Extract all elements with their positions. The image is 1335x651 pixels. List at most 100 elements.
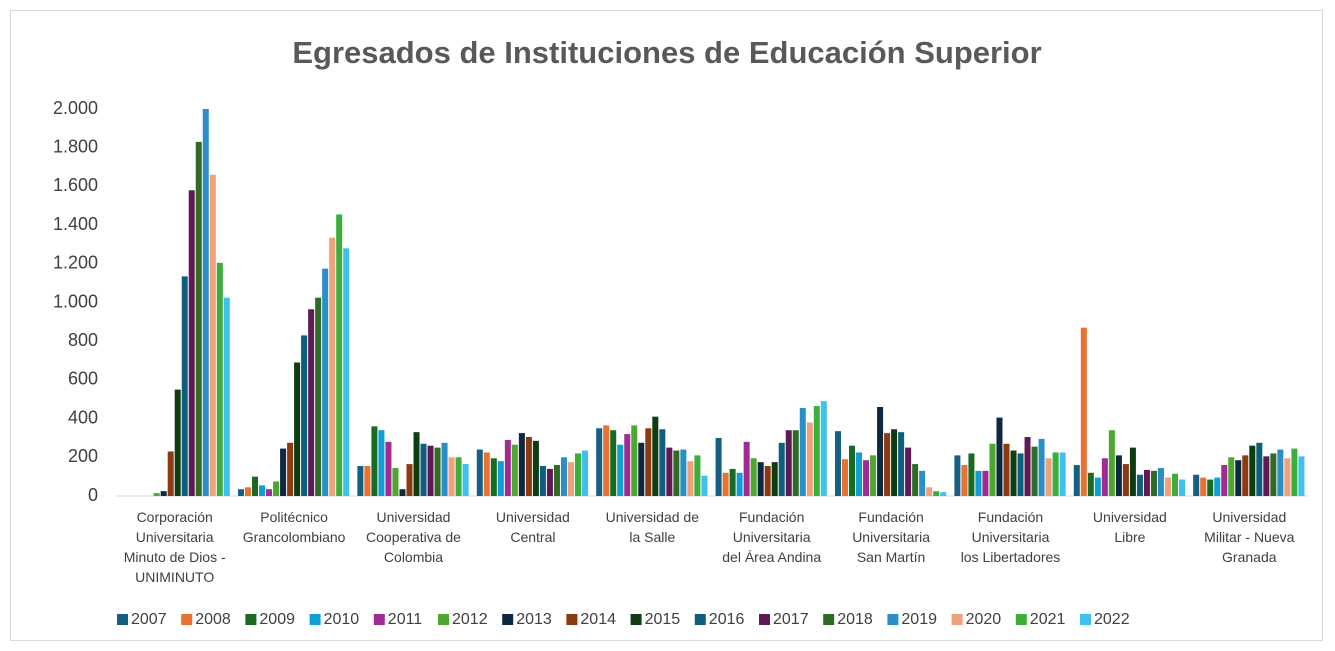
bar [638,442,645,496]
legend-label: 2013 [516,611,552,628]
legend-swatch [245,614,257,625]
bar [392,467,399,496]
legend-swatch [309,614,321,625]
bar [743,441,750,496]
y-tick-label: 2.000 [53,98,98,118]
y-tick-label: 1.200 [53,253,98,273]
bar [1284,458,1291,496]
bar [996,417,1003,496]
legend-label: 2010 [324,611,360,628]
bar [385,441,392,496]
bar [343,248,350,496]
bar [1010,450,1017,496]
bar [673,450,680,496]
bar [202,109,209,496]
bar [1031,446,1038,496]
bar [1024,436,1031,496]
bar [1200,477,1207,496]
bar [694,455,701,496]
bar [399,489,406,496]
bar [216,262,223,496]
bar [624,434,631,496]
bar [1122,464,1129,496]
bar [434,447,441,496]
bar [975,470,982,496]
legend-swatch [117,614,128,625]
bar [933,491,940,496]
bar [1171,473,1179,496]
bar [539,466,546,496]
bar [574,453,582,496]
bar [1059,452,1066,496]
legend-label: 2014 [580,611,616,628]
bar [1003,443,1010,496]
bar [750,458,757,496]
legend-label: 2008 [195,611,231,628]
x-tick-label: Universidad de la Salle [606,509,700,545]
bar [813,406,820,496]
bar [645,428,652,496]
bar [308,309,315,496]
bar [280,448,287,496]
bar [364,466,371,496]
x-tick-label: Fundación Universitaria del Área Andina [722,509,821,565]
bar [448,457,455,496]
legend-label: 2021 [1030,611,1066,628]
y-tick-label: 600 [68,369,98,389]
bar [237,489,244,496]
bar [806,422,813,496]
bar [1263,456,1270,496]
bar [546,468,553,496]
bar [322,268,329,496]
bar [1249,445,1256,496]
bar [329,237,336,497]
x-tick-label: Fundación Universitaria San Martín [852,509,930,565]
bar [905,447,912,496]
bar [427,445,434,496]
bar [455,457,462,496]
legend-swatch [951,614,963,625]
bar [518,433,525,496]
bar [357,466,364,496]
bar [603,425,610,496]
legend-swatch [630,614,642,625]
bar [511,444,518,496]
bar [849,445,856,496]
bar [954,455,961,496]
bar [1214,477,1221,496]
bar [315,297,322,496]
legend-label: 2018 [837,611,873,628]
bar [462,464,469,496]
bar [1270,453,1277,496]
x-tick-label: Universidad Cooperativa de Colombia [366,509,461,565]
bar [490,458,497,496]
bar [666,447,673,496]
x-tick-label: Fundación Universitaria los Libertadores [961,509,1061,565]
bar [940,492,947,496]
bar [792,430,799,496]
bar [413,432,420,496]
legend-label: 2022 [1094,611,1130,628]
bar [1101,458,1108,496]
bar [483,452,490,496]
bar [1038,438,1045,496]
bar [560,457,567,496]
bar [259,485,266,496]
y-tick-label: 800 [68,330,98,350]
bar [877,406,884,496]
x-tick-label: Politécnico Grancolombiano [243,509,346,545]
bar [912,464,919,496]
bar [301,335,308,496]
y-tick-label: 1.400 [53,214,98,234]
bar [1179,479,1186,496]
bar [1256,442,1263,496]
bar [223,297,230,496]
bar [989,443,996,496]
bar [1073,465,1080,496]
bar [856,452,863,496]
y-tick-label: 0 [88,485,98,505]
bar [863,460,870,496]
bar [722,472,729,496]
legend-swatch [1015,614,1027,625]
